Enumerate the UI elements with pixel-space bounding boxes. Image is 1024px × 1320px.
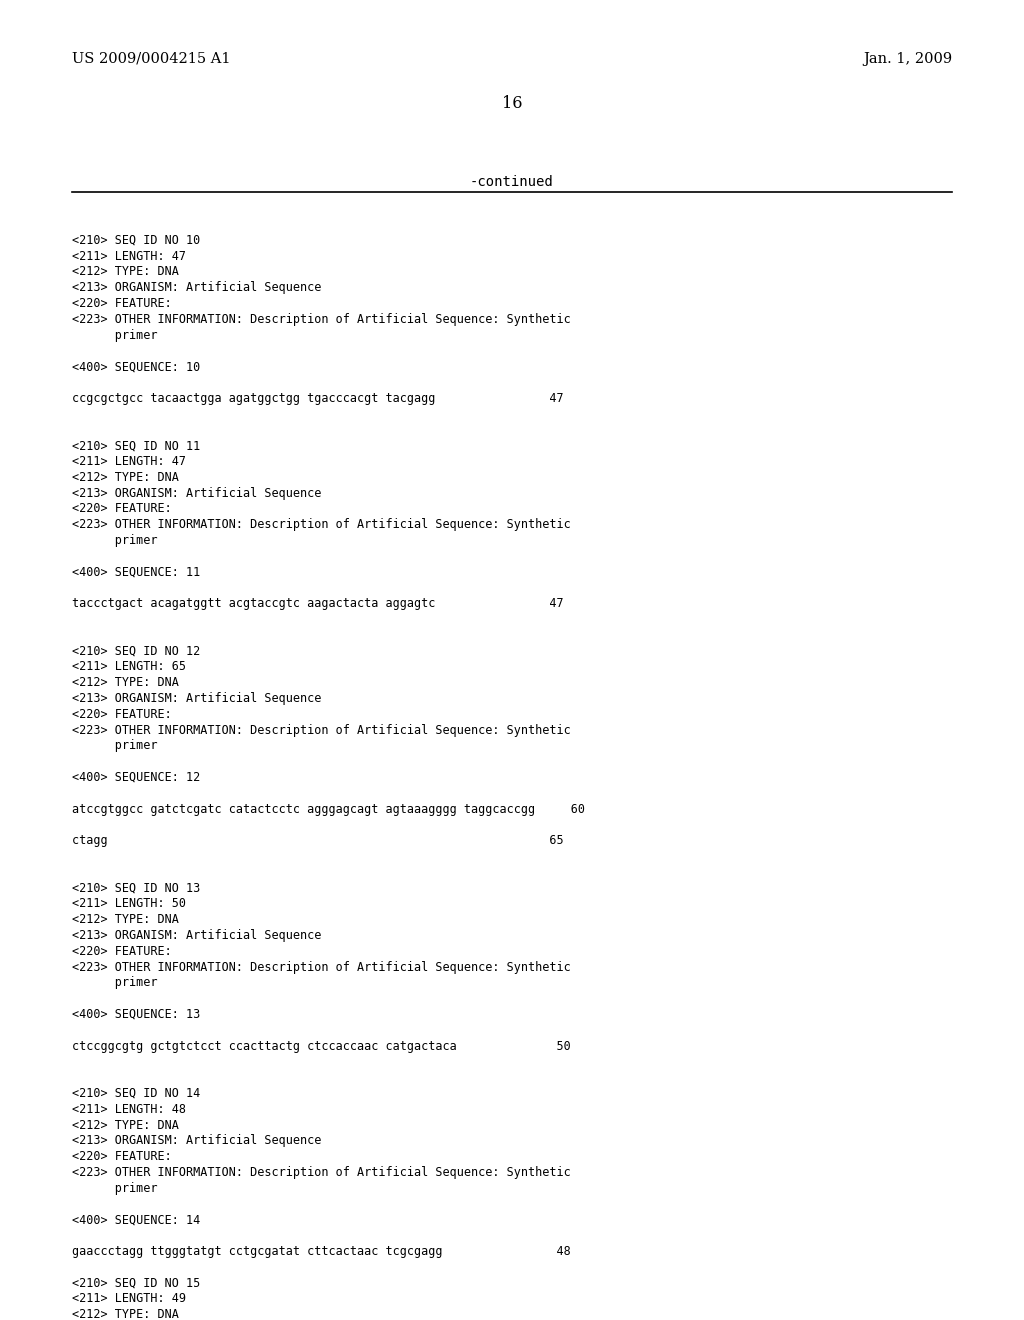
Text: <212> TYPE: DNA: <212> TYPE: DNA [72, 676, 179, 689]
Text: <210> SEQ ID NO 12: <210> SEQ ID NO 12 [72, 644, 201, 657]
Text: US 2009/0004215 A1: US 2009/0004215 A1 [72, 51, 230, 66]
Text: <210> SEQ ID NO 10: <210> SEQ ID NO 10 [72, 234, 201, 247]
Text: <210> SEQ ID NO 15: <210> SEQ ID NO 15 [72, 1276, 201, 1290]
Text: ccgcgctgcc tacaactgga agatggctgg tgacccacgt tacgagg                47: ccgcgctgcc tacaactgga agatggctgg tgaccca… [72, 392, 563, 405]
Text: <223> OTHER INFORMATION: Description of Artificial Sequence: Synthetic: <223> OTHER INFORMATION: Description of … [72, 313, 570, 326]
Text: atccgtggcc gatctcgatc catactcctc agggagcagt agtaaagggg taggcaccgg     60: atccgtggcc gatctcgatc catactcctc agggagc… [72, 803, 585, 816]
Text: <400> SEQUENCE: 11: <400> SEQUENCE: 11 [72, 565, 201, 578]
Text: <400> SEQUENCE: 13: <400> SEQUENCE: 13 [72, 1008, 201, 1020]
Text: -continued: -continued [470, 176, 554, 189]
Text: primer: primer [72, 1181, 158, 1195]
Text: ctagg                                                              65: ctagg 65 [72, 834, 563, 847]
Text: <212> TYPE: DNA: <212> TYPE: DNA [72, 1118, 179, 1131]
Text: primer: primer [72, 535, 158, 546]
Text: <210> SEQ ID NO 13: <210> SEQ ID NO 13 [72, 882, 201, 895]
Text: <223> OTHER INFORMATION: Description of Artificial Sequence: Synthetic: <223> OTHER INFORMATION: Description of … [72, 961, 570, 974]
Text: <400> SEQUENCE: 14: <400> SEQUENCE: 14 [72, 1213, 201, 1226]
Text: <210> SEQ ID NO 11: <210> SEQ ID NO 11 [72, 440, 201, 453]
Text: primer: primer [72, 329, 158, 342]
Text: <223> OTHER INFORMATION: Description of Artificial Sequence: Synthetic: <223> OTHER INFORMATION: Description of … [72, 519, 570, 531]
Text: ctccggcgtg gctgtctcct ccacttactg ctccaccaac catgactaca              50: ctccggcgtg gctgtctcct ccacttactg ctccacc… [72, 1040, 570, 1052]
Text: <220> FEATURE:: <220> FEATURE: [72, 297, 172, 310]
Text: <212> TYPE: DNA: <212> TYPE: DNA [72, 913, 179, 927]
Text: <400> SEQUENCE: 12: <400> SEQUENCE: 12 [72, 771, 201, 784]
Text: <212> TYPE: DNA: <212> TYPE: DNA [72, 265, 179, 279]
Text: <211> LENGTH: 48: <211> LENGTH: 48 [72, 1102, 186, 1115]
Text: taccctgact acagatggtt acgtaccgtc aagactacta aggagtc                47: taccctgact acagatggtt acgtaccgtc aagacta… [72, 597, 563, 610]
Text: <220> FEATURE:: <220> FEATURE: [72, 945, 172, 958]
Text: Jan. 1, 2009: Jan. 1, 2009 [863, 51, 952, 66]
Text: primer: primer [72, 739, 158, 752]
Text: <213> ORGANISM: Artificial Sequence: <213> ORGANISM: Artificial Sequence [72, 692, 322, 705]
Text: <223> OTHER INFORMATION: Description of Artificial Sequence: Synthetic: <223> OTHER INFORMATION: Description of … [72, 1166, 570, 1179]
Text: <211> LENGTH: 50: <211> LENGTH: 50 [72, 898, 186, 911]
Text: <210> SEQ ID NO 14: <210> SEQ ID NO 14 [72, 1086, 201, 1100]
Text: <211> LENGTH: 49: <211> LENGTH: 49 [72, 1292, 186, 1305]
Text: 16: 16 [502, 95, 522, 112]
Text: <213> ORGANISM: Artificial Sequence: <213> ORGANISM: Artificial Sequence [72, 929, 322, 942]
Text: <220> FEATURE:: <220> FEATURE: [72, 1150, 172, 1163]
Text: <220> FEATURE:: <220> FEATURE: [72, 503, 172, 515]
Text: <223> OTHER INFORMATION: Description of Artificial Sequence: Synthetic: <223> OTHER INFORMATION: Description of … [72, 723, 570, 737]
Text: <213> ORGANISM: Artificial Sequence: <213> ORGANISM: Artificial Sequence [72, 487, 322, 499]
Text: primer: primer [72, 977, 158, 990]
Text: <212> TYPE: DNA: <212> TYPE: DNA [72, 1308, 179, 1320]
Text: <212> TYPE: DNA: <212> TYPE: DNA [72, 471, 179, 484]
Text: <213> ORGANISM: Artificial Sequence: <213> ORGANISM: Artificial Sequence [72, 281, 322, 294]
Text: <211> LENGTH: 47: <211> LENGTH: 47 [72, 249, 186, 263]
Text: gaaccctagg ttgggtatgt cctgcgatat cttcactaac tcgcgagg                48: gaaccctagg ttgggtatgt cctgcgatat cttcact… [72, 1245, 570, 1258]
Text: <211> LENGTH: 47: <211> LENGTH: 47 [72, 455, 186, 469]
Text: <211> LENGTH: 65: <211> LENGTH: 65 [72, 660, 186, 673]
Text: <213> ORGANISM: Artificial Sequence: <213> ORGANISM: Artificial Sequence [72, 1134, 322, 1147]
Text: <400> SEQUENCE: 10: <400> SEQUENCE: 10 [72, 360, 201, 374]
Text: <220> FEATURE:: <220> FEATURE: [72, 708, 172, 721]
